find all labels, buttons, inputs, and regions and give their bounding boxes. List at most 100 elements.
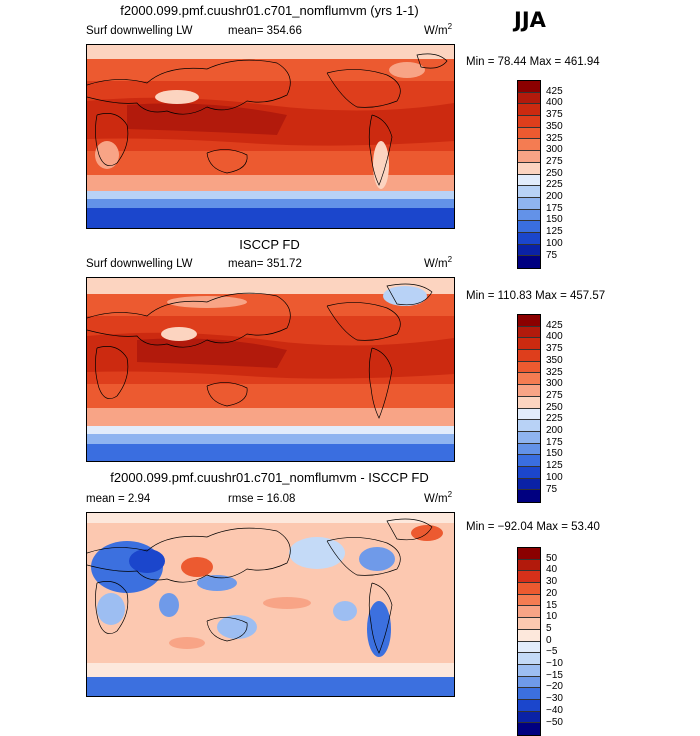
colorbar-swatch: [518, 139, 540, 152]
colorbar-tick-label: 300: [546, 144, 563, 156]
colorbar-tick-label: 350: [546, 120, 563, 132]
colorbar-tick-label: 325: [546, 132, 563, 144]
colorbar-swatch: [518, 559, 540, 572]
colorbar-swatch: [518, 186, 540, 198]
colorbar-swatch: [518, 326, 540, 339]
colorbar-swatch: [518, 315, 540, 327]
colorbar-tick-label: 0: [546, 634, 552, 646]
panel1-map: [86, 44, 455, 229]
colorbar-swatch: [518, 490, 540, 502]
colorbar-tick-label: 400: [546, 97, 563, 109]
colorbar-swatch: [518, 443, 540, 456]
colorbar-tick-label: 200: [546, 191, 563, 202]
season-label: JJA: [514, 8, 546, 32]
panel2-variable: Surf downwelling LW: [86, 258, 193, 270]
panel1-title: f2000.099.pmf.cuushr01.c701_nomflumvm (y…: [120, 3, 419, 18]
colorbar-swatch: [518, 606, 540, 619]
colorbar-tick-label: 150: [546, 214, 563, 226]
panel3-rmse: rmse = 16.08: [228, 493, 296, 505]
colorbar-swatch: [518, 116, 540, 128]
colorbar-tick-label: 400: [546, 331, 563, 343]
colorbar-tick-label: 225: [546, 413, 563, 425]
colorbar-tick-label: 15: [546, 599, 558, 611]
panel1-mean: mean= 354.66: [228, 25, 302, 37]
panel3-colorbar: [517, 547, 541, 736]
colorbar-tick-label: 75: [546, 483, 558, 495]
colorbar-tick-label: 5: [546, 622, 552, 634]
colorbar-swatch: [518, 373, 540, 386]
colorbar-swatch: [518, 104, 540, 117]
colorbar-swatch: [518, 711, 540, 724]
colorbar-tick-label: 75: [546, 249, 558, 261]
panel3-map-field: [87, 513, 454, 696]
colorbar-swatch: [518, 664, 540, 677]
panel2-minmax: Min = 110.83 Max = 457.57: [466, 290, 606, 302]
panel2-units: W/m2: [424, 255, 453, 270]
colorbar-swatch: [518, 232, 540, 245]
colorbar-swatch: [518, 92, 540, 105]
colorbar-tick-label: 250: [546, 401, 563, 413]
colorbar-tick-label: 125: [546, 226, 563, 238]
colorbar-tick-label: 375: [546, 109, 563, 121]
panel2-colorbar: [517, 314, 541, 503]
colorbar-tick-label: 20: [546, 587, 558, 599]
panel3-minmax: Min = −92.04 Max = 53.40: [466, 521, 600, 533]
colorbar-swatch: [518, 174, 540, 187]
colorbar-tick-label: 100: [546, 471, 563, 483]
panel1-units: W/m2: [424, 22, 453, 37]
colorbar-swatch: [518, 408, 540, 421]
colorbar-tick-label: −40: [546, 704, 563, 716]
colorbar-tick-label: 375: [546, 343, 563, 355]
colorbar-swatch: [518, 209, 540, 222]
colorbar-tick-label: 350: [546, 354, 563, 366]
colorbar-swatch: [518, 197, 540, 210]
colorbar-swatch: [518, 571, 540, 584]
colorbar-tick-label: 175: [546, 202, 563, 214]
colorbar-swatch: [518, 396, 540, 409]
panel2-map-field: [87, 278, 454, 461]
colorbar-swatch: [518, 151, 540, 163]
panel3-title: f2000.099.pmf.cuushr01.c701_nomflumvm - …: [110, 470, 429, 485]
colorbar-tick-label: −15: [546, 669, 563, 681]
colorbar-swatch: [518, 478, 540, 491]
colorbar-swatch: [518, 420, 540, 432]
colorbar-swatch: [518, 81, 540, 93]
colorbar-tick-label: 300: [546, 378, 563, 390]
colorbar-swatch: [518, 127, 540, 140]
panel1-map-field: [87, 45, 454, 228]
colorbar-tick-label: 40: [546, 564, 558, 576]
panel1-minmax: Min = 78.44 Max = 461.94: [466, 56, 600, 68]
colorbar-tick-label: 275: [546, 389, 563, 401]
colorbar-swatch: [518, 244, 540, 257]
colorbar-swatch: [518, 641, 540, 654]
colorbar-tick-label: −50: [546, 716, 563, 728]
colorbar-tick-label: 10: [546, 611, 558, 623]
colorbar-swatch: [518, 361, 540, 374]
panel3-map: [86, 512, 455, 697]
colorbar-tick-label: −20: [546, 681, 563, 693]
colorbar-swatch: [518, 583, 540, 595]
panel2-mean: mean= 351.72: [228, 258, 302, 270]
colorbar-tick-label: 125: [546, 460, 563, 472]
colorbar-swatch: [518, 618, 540, 630]
panel2-map: [86, 277, 455, 462]
colorbar-swatch: [518, 688, 540, 700]
colorbar-tick-label: 100: [546, 237, 563, 249]
panel1-colorbar: [517, 80, 541, 269]
colorbar-swatch: [518, 431, 540, 444]
colorbar-swatch: [518, 548, 540, 560]
panel2-title: ISCCP FD: [239, 237, 300, 252]
colorbar-tick-label: 325: [546, 366, 563, 378]
colorbar-tick-label: −5: [546, 646, 558, 658]
colorbar-tick-label: 425: [546, 85, 563, 97]
colorbar-swatch: [518, 723, 540, 735]
panel3-units: W/m2: [424, 490, 453, 505]
colorbar-tick-label: 30: [546, 576, 558, 588]
colorbar-tick-label: 175: [546, 436, 563, 448]
colorbar-swatch: [518, 338, 540, 351]
colorbar-tick-label: −10: [546, 658, 563, 669]
panel3-mean: mean = 2.94: [86, 493, 151, 505]
colorbar-swatch: [518, 256, 540, 268]
colorbar-tick-label: 200: [546, 425, 563, 436]
colorbar-swatch: [518, 676, 540, 689]
